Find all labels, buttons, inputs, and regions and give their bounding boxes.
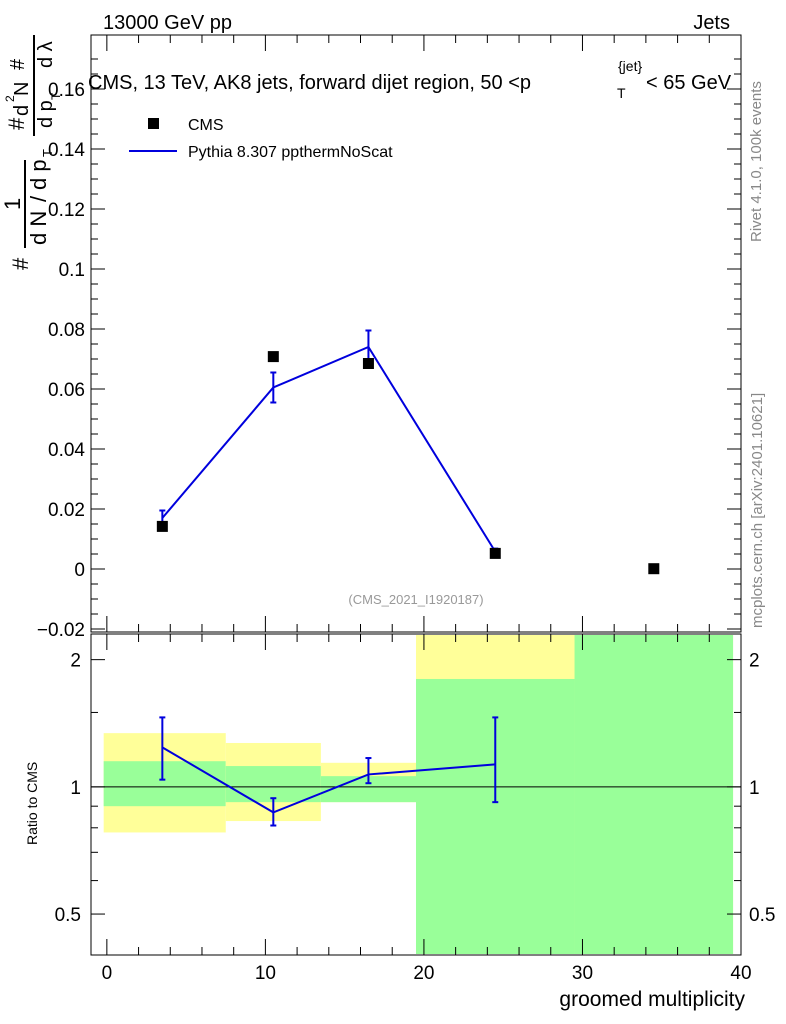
main-ytick-label: 0.1: [59, 260, 85, 281]
ratio-xtick-label: 30: [572, 963, 593, 984]
ylabel-slash: /: [26, 195, 51, 202]
ylabel-hash3: #: [7, 58, 29, 70]
title-tail: < 65 GeV: [646, 72, 732, 94]
header-right: Jets: [693, 12, 730, 34]
ratio-ylabel: Ratio to CMS: [24, 762, 40, 845]
cms-data-point: [489, 547, 501, 559]
ylabel-d2-N: N: [11, 82, 33, 96]
main-ytick-label: 0.02: [48, 500, 85, 521]
main-ytick-label: 0.16: [48, 80, 85, 101]
main-ylabel: # 1 d N / d p T # d 2 N # d p T d λ: [0, 35, 63, 270]
ylabel-dn: d N: [26, 211, 51, 245]
ylabel-dp-sub: T: [40, 149, 55, 157]
ylabel-hash1: #: [8, 257, 33, 270]
legend-cms-label: CMS: [188, 117, 224, 134]
main-axes: −0.02 0 0.02 0.04 0.06 0.08 0.1 0.12 0.14 0.16: [37, 35, 742, 641]
main-ytick-label: −0.02: [37, 620, 85, 641]
main-ytick-label: 0.06: [48, 380, 85, 401]
ylabel-dlam: d λ: [35, 41, 57, 68]
legend: CMS Pythia 8.307 ppthermNoScat: [129, 117, 393, 161]
cms-data-point: [648, 563, 660, 575]
ratio-band-green: [103, 761, 226, 807]
ratio-panel: [91, 635, 741, 954]
ratio-ytick-label: 2: [70, 651, 81, 672]
ratio-ytick-label-right: 0.5: [749, 905, 775, 926]
cms-data-point: [267, 351, 279, 363]
main-ytick-label: 0.08: [48, 320, 85, 341]
ylabel-hash2: #: [4, 117, 29, 130]
main-title: CMS, 13 TeV, AK8 jets, forward dijet reg…: [88, 58, 732, 101]
ratio-axes: 0 10 20 30 40 0.5 0.5 1 1 2 2: [55, 634, 775, 984]
title-text: CMS, 13 TeV, AK8 jets, forward dijet reg…: [88, 72, 531, 94]
ratio-xtick-label: 40: [730, 963, 751, 984]
ratio-xtick-label: 10: [255, 963, 276, 984]
analysis-watermark: (CMS_2021_I1920187): [348, 592, 483, 607]
cms-data-point: [156, 520, 168, 532]
title-sub: T: [617, 85, 626, 101]
ylabel-d2: d: [11, 105, 33, 116]
main-ytick-label: 0.14: [48, 140, 85, 161]
ratio-ytick-label: 1: [70, 778, 81, 799]
x-axis-label: groomed multiplicity: [559, 988, 745, 1011]
ratio-mc-line: [161, 746, 496, 814]
mc-line: [161, 345, 497, 553]
main-ytick-label: 0: [74, 560, 85, 581]
ylabel-dpt2-sub: T: [49, 92, 63, 100]
ratio-ytick-label-right: 2: [749, 651, 760, 672]
ylabel-one: 1: [0, 198, 25, 210]
ylabel-dpt2: d p: [35, 100, 57, 128]
legend-cms-marker: [148, 118, 159, 129]
main-ytick-label: 0.04: [48, 440, 85, 461]
main-ytick-label: 0.12: [48, 200, 85, 221]
ratio-xtick-label: 20: [413, 963, 434, 984]
ylabel-d2-sup: 2: [3, 95, 17, 102]
ratio-frame: [90, 633, 742, 956]
mcplots-label: mcplots.cern.ch [arXiv:2401.10621]: [749, 393, 766, 628]
cms-data-point: [362, 358, 374, 369]
ratio-band-green: [225, 766, 321, 803]
ratio-ytick-label: 0.5: [55, 905, 81, 926]
main-frame: [90, 34, 742, 633]
main-panel: [156, 329, 660, 575]
ratio-xtick-label: 0: [102, 963, 113, 984]
ratio-band-green: [574, 635, 734, 954]
header-left: 13000 GeV pp: [103, 12, 232, 34]
title-sup: {jet}: [618, 58, 642, 74]
ratio-ytick-label-right: 1: [749, 778, 760, 799]
rivet-label: Rivet 4.1.0, 100k events: [748, 81, 765, 242]
ylabel-dp: d p: [26, 159, 51, 190]
legend-mc-label: Pythia 8.307 ppthermNoScat: [188, 144, 393, 161]
